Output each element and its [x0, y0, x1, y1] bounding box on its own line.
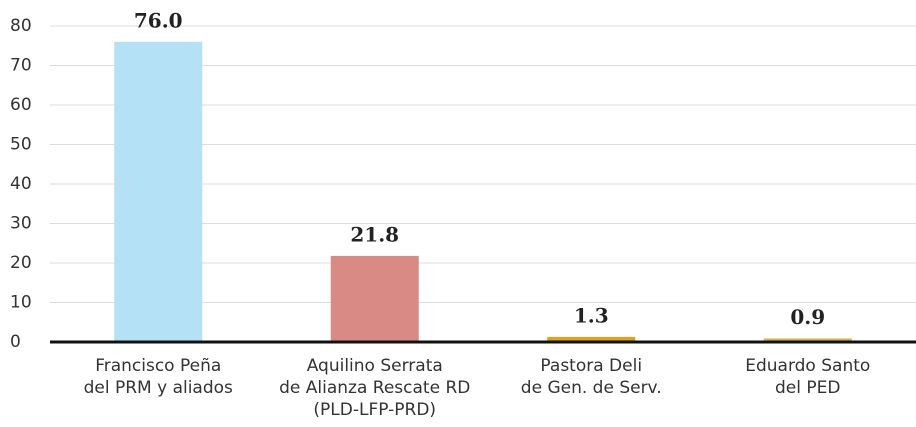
- y-tick-label: 10: [10, 293, 32, 313]
- x-tick-label: del PED: [775, 378, 840, 398]
- value-label: 1.3: [574, 303, 609, 327]
- x-tick-label: del PRM y aliados: [84, 378, 233, 398]
- y-tick-label: 40: [10, 174, 32, 194]
- bar: [547, 336, 636, 342]
- y-tick-label: 0: [10, 332, 21, 352]
- value-label: 76.0: [134, 8, 183, 32]
- y-tick-label: 30: [10, 214, 32, 234]
- x-tick-label: Eduardo Santo: [745, 356, 870, 376]
- y-tick-label: 50: [10, 135, 32, 155]
- value-label: 21.8: [350, 222, 399, 246]
- y-tick-label: 60: [10, 95, 32, 115]
- x-tick-label: Francisco Peña: [95, 356, 221, 376]
- bar: [114, 41, 203, 343]
- y-tick-label: 80: [10, 16, 32, 36]
- bar: [330, 255, 419, 342]
- x-tick-label: de Alianza Rescate RD: [279, 378, 470, 398]
- bar: [763, 338, 852, 342]
- x-tick-label: Pastora Deli: [540, 356, 642, 376]
- value-label: 0.9: [790, 305, 825, 329]
- y-tick-label: 20: [10, 253, 32, 273]
- x-tick-label: (PLD-LFP-PRD): [313, 400, 436, 420]
- x-tick-label: Aquilino Serrata: [307, 356, 443, 376]
- x-tick-label: de Gen. de Serv.: [521, 378, 662, 398]
- y-tick-label: 70: [10, 56, 32, 76]
